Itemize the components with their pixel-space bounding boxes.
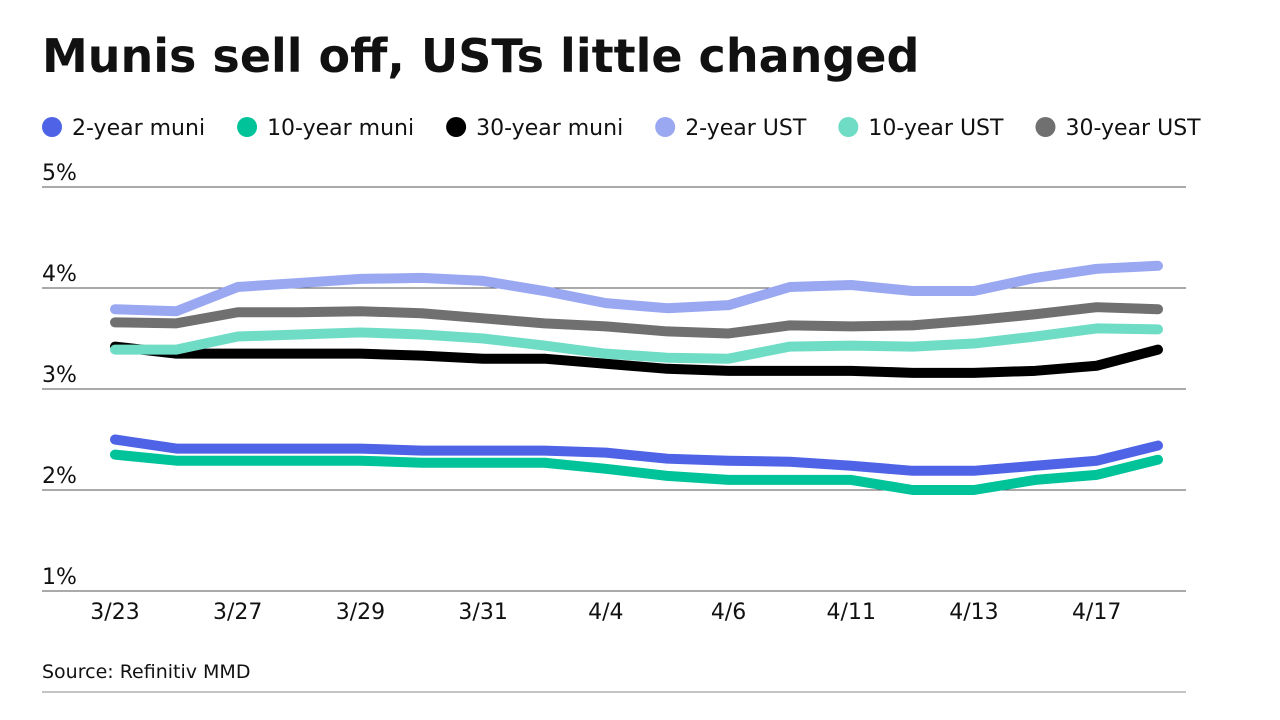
legend-swatch	[838, 117, 859, 137]
legend-label: 30-year UST	[1065, 116, 1201, 141]
x-tick-label: 4/13	[949, 600, 998, 625]
y-tick-label: 1%	[42, 565, 77, 590]
y-tick-label: 3%	[42, 363, 77, 388]
legend-label: 2-year UST	[685, 116, 807, 141]
series-line	[110, 260, 1163, 317]
legend-swatch	[446, 117, 467, 137]
x-tick-label: 4/4	[588, 600, 623, 625]
series-line	[110, 323, 1163, 364]
x-tick-label: 4/6	[711, 600, 746, 625]
legend-swatch	[237, 117, 258, 137]
legend-label: 30-year muni	[476, 116, 623, 141]
series-line	[110, 302, 1163, 339]
legend-label: 10-year UST	[868, 116, 1004, 141]
series-line	[110, 434, 1163, 476]
y-tick-label: 2%	[42, 464, 77, 489]
y-tick-label: 5%	[42, 161, 77, 186]
series-line	[110, 449, 1163, 495]
legend-swatch	[42, 117, 62, 137]
x-tick-label: 3/23	[90, 600, 139, 625]
legend-swatch	[1035, 117, 1056, 137]
y-tick-label: 4%	[42, 262, 77, 287]
legend-swatch	[655, 117, 676, 137]
x-tick-label: 3/29	[336, 600, 385, 625]
legend-label: 10-year muni	[267, 116, 414, 141]
chart-title: Munis sell off, USTs little changed	[42, 29, 919, 83]
x-tick-label: 3/27	[213, 600, 262, 625]
x-tick-label: 3/31	[458, 600, 507, 625]
x-tick-label: 4/17	[1072, 600, 1121, 625]
x-tick-label: 4/11	[827, 600, 876, 625]
series-line	[110, 341, 1163, 378]
source: Source: Refinitiv MMD	[42, 661, 250, 683]
legend-label: 2-year muni	[72, 116, 205, 141]
